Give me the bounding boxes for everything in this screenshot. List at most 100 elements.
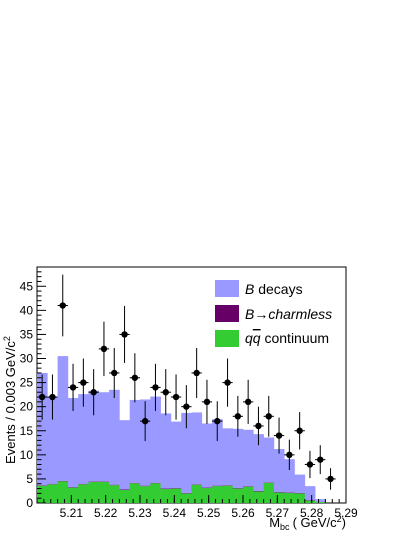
data-point-19 (232, 395, 243, 437)
data-points (37, 274, 336, 490)
x-tick-label-0: 5.21 (60, 506, 84, 520)
data-point-0 (37, 374, 48, 420)
y-axis-title: Events / 0.003 GeV/c2 (2, 336, 18, 464)
bar-b_decays-bin-1 (47, 397, 58, 484)
data-point-7 (109, 347, 120, 398)
data-point-marker-13 (172, 393, 180, 401)
data-point-3 (67, 363, 79, 412)
bar-continuum-bin-15 (191, 484, 203, 503)
bar-b_decays-bin-7 (109, 389, 120, 485)
bar-continuum-bin-23 (273, 492, 285, 503)
legend-label-continuum: qq continuum (245, 330, 329, 346)
data-point-10 (140, 401, 151, 441)
bar-continuum-bin-18 (222, 485, 233, 503)
legend-label-b-decays-italic: B (245, 281, 254, 297)
data-point-marker-7 (111, 369, 118, 377)
bar-continuum-bin-22 (263, 482, 275, 503)
legend-swatch-charmless (215, 305, 239, 322)
data-point-18 (222, 358, 233, 407)
data-point-15 (191, 347, 202, 398)
bar-b_decays-bin-22 (263, 437, 275, 483)
y-tick-label-4: 20 (20, 400, 34, 414)
data-point-marker-11 (152, 384, 159, 391)
x-tick-label-2: 5.23 (128, 506, 152, 520)
x-axis-title-unit-close: ) (342, 515, 346, 530)
bar-continuum-bin-13 (170, 488, 182, 503)
y-tick-label-5: 25 (20, 376, 34, 390)
data-point-marker-27 (317, 456, 324, 463)
x-tick-label-1: 5.22 (94, 506, 118, 520)
bar-continuum-bin-19 (232, 488, 244, 503)
bar-b_decays-bin-6 (98, 392, 110, 482)
bar-continuum-bin-8 (119, 489, 130, 503)
bar-b_decays-bin-4 (78, 394, 89, 484)
data-point-marker-21 (255, 422, 262, 430)
data-point-marker-19 (234, 413, 242, 420)
data-point-5 (88, 369, 99, 416)
data-point-marker-3 (69, 384, 77, 391)
data-point-4 (78, 358, 89, 407)
legend-label-charmless-b: B (245, 306, 254, 322)
bar-b_decays-bin-12 (160, 413, 172, 489)
legend-label-charmless-arrow: → (254, 306, 268, 322)
data-point-1 (47, 374, 58, 420)
y-tick-label-2: 10 (20, 448, 34, 462)
bar-b_decays-bin-14 (181, 412, 192, 493)
data-point-11 (150, 363, 161, 412)
data-point-marker-0 (38, 393, 46, 401)
data-point-22 (263, 395, 274, 437)
data-point-marker-8 (121, 331, 128, 338)
data-point-13 (170, 374, 182, 420)
data-point-12 (160, 369, 171, 416)
bar-b_decays-bin-11 (150, 396, 161, 483)
x-axis-title: Mbc( GeV/c2) (269, 514, 346, 532)
data-point-marker-24 (286, 451, 293, 459)
bar-continuum-bin-12 (160, 489, 172, 503)
bar-b_decays-bin-27 (315, 499, 326, 503)
data-point-marker-20 (244, 398, 252, 406)
bar-continuum-bin-27 (315, 502, 326, 503)
data-point-marker-5 (90, 389, 97, 396)
legend-label-continuum-rest: continuum (261, 330, 329, 346)
bar-b_decays-bin-2 (57, 356, 69, 481)
data-point-26 (304, 450, 316, 479)
data-point-marker-26 (306, 461, 314, 468)
bar-continuum-bin-1 (47, 484, 58, 503)
legend-label-b-decays: B decays (245, 281, 303, 297)
bar-continuum-bin-21 (253, 491, 264, 503)
data-point-27 (315, 445, 326, 475)
data-point-marker-6 (100, 345, 108, 353)
bar-continuum-bin-6 (98, 481, 110, 503)
bar-continuum-bin-3 (67, 487, 79, 503)
bar-continuum-bin-0 (37, 485, 48, 503)
x-tick-label-4: 5.25 (197, 506, 221, 520)
data-point-20 (243, 379, 254, 424)
y-axis-title-main: Events / 0.003 GeV/c (3, 341, 18, 464)
bar-continuum-bin-10 (140, 486, 151, 503)
data-point-marker-18 (224, 379, 231, 386)
bar-b_decays-bin-16 (201, 423, 213, 488)
y-tick-label-8: 40 (20, 303, 34, 317)
bar-b_decays-bin-26 (304, 486, 316, 501)
y-axis-title-exp: 2 (2, 336, 12, 341)
data-point-25 (294, 412, 305, 450)
y-tick-label-7: 35 (20, 327, 34, 341)
data-point-marker-28 (327, 475, 334, 483)
x-axis-title-sub: bc (280, 522, 290, 532)
data-point-marker-16 (203, 398, 211, 406)
y-tick-label-6: 30 (20, 352, 34, 366)
data-point-marker-15 (193, 369, 200, 377)
bar-continuum-bin-26 (304, 500, 316, 503)
bar-continuum-bin-9 (129, 483, 141, 503)
x-tick-label-5: 5.26 (231, 506, 255, 520)
x-axis-title-main: M (269, 515, 280, 530)
data-point-marker-12 (162, 389, 169, 396)
bar-continuum-bin-24 (284, 492, 295, 503)
data-point-21 (253, 406, 264, 446)
bar-continuum-bin-25 (294, 493, 306, 503)
data-point-28 (325, 468, 336, 490)
bar-continuum-bin-2 (57, 481, 69, 503)
bar-b_decays-bin-13 (170, 421, 182, 489)
data-point-marker-9 (131, 374, 139, 381)
